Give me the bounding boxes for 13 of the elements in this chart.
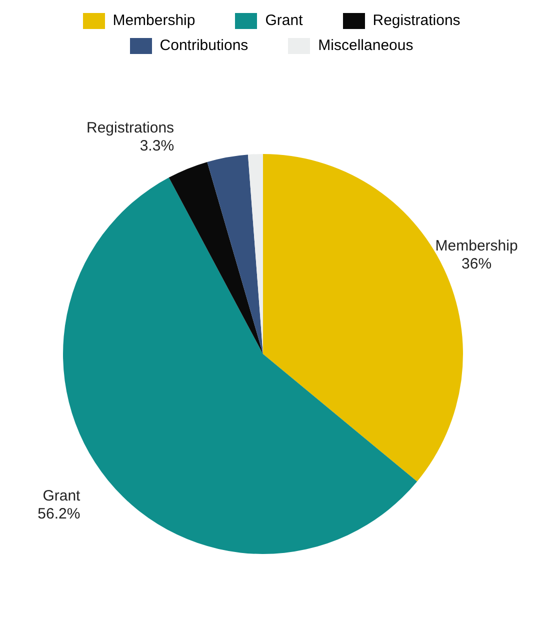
pie-slice [207, 154, 263, 354]
legend-label: Membership [112, 12, 196, 29]
legend-label: Grant [265, 12, 303, 29]
slice-label: Grant [42, 487, 82, 504]
pie-slice [168, 162, 263, 354]
data-label: 36% [462, 256, 492, 273]
slice-label: Registrations [86, 119, 174, 136]
legend-label: Contributions [160, 37, 248, 54]
legend-label: Miscellaneous [318, 37, 414, 54]
data-label: 56.2% [38, 505, 80, 522]
slice-label: Membership [435, 238, 518, 255]
legend-label: Registrations [372, 12, 460, 29]
data-label: 3.3% [140, 137, 174, 154]
